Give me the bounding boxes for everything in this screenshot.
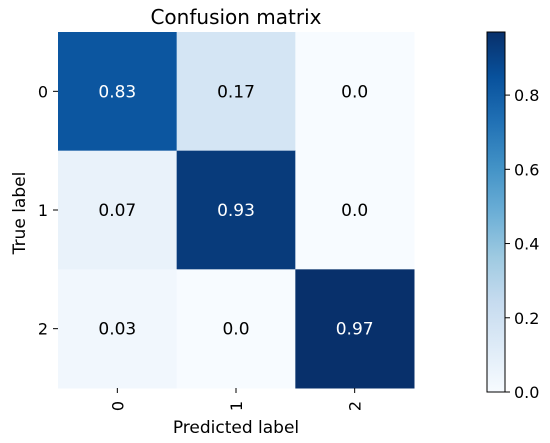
- colorbar-tick-label-4: 0.8: [514, 86, 539, 105]
- heatmap-cell-2-0: [58, 269, 178, 389]
- y-tick-label-1: 1: [38, 201, 48, 220]
- colorbar-tick-label-0: 0.0: [514, 383, 539, 402]
- colorbar-tick-label-1: 0.2: [514, 309, 539, 328]
- heatmap-cell-1-0: [58, 150, 178, 270]
- y-axis-label: True label: [10, 172, 30, 256]
- heatmap-cell-label-2-2: 0.97: [336, 320, 374, 340]
- chart-title: Confusion matrix: [150, 5, 321, 29]
- heatmap-cell-0-0: [58, 32, 178, 152]
- heatmap-cell-label-1-2: 0.0: [341, 201, 368, 221]
- heatmap-cell-0-2: [295, 32, 415, 152]
- colorbar-tick-label-3: 0.6: [514, 160, 539, 179]
- y-tick-label-0: 0: [38, 82, 48, 101]
- heatmap-cell-label-1-0: 0.07: [98, 201, 136, 221]
- colorbar-tick-label-2: 0.4: [514, 235, 539, 254]
- heatmap-cell-label-0-1: 0.17: [217, 82, 255, 102]
- heatmap-cell-2-1: [176, 269, 296, 389]
- colorbar: [486, 31, 506, 393]
- heatmap-cell-label-1-1: 0.93: [217, 201, 255, 221]
- heatmap-cell-labels: 0.83 0.17 0.0 0.07 0.93 0.0 0.03 0.0 0.97: [98, 82, 373, 339]
- x-tick-label-2: 2: [346, 401, 365, 411]
- heatmap-cells: [58, 32, 415, 389]
- heatmap-cell-0-1: [176, 32, 296, 152]
- x-tick-label-1: 1: [227, 401, 246, 411]
- heatmap-cell-1-1: [176, 150, 296, 270]
- x-tick-label-0: 0: [108, 401, 127, 411]
- y-axis-ticks: 0 1 2: [38, 82, 58, 339]
- heatmap-cell-label-0-0: 0.83: [98, 82, 136, 102]
- x-axis-label: Predicted label: [173, 418, 299, 438]
- y-tick-label-2: 2: [38, 320, 48, 339]
- heatmap-cell-1-2: [295, 150, 415, 270]
- heatmap-cell-label-2-1: 0.0: [222, 320, 249, 340]
- x-axis-ticks: 0 1 2: [108, 388, 365, 411]
- heatmap-cell-label-0-2: 0.0: [341, 82, 368, 102]
- heatmap-cell-label-2-0: 0.03: [98, 320, 136, 340]
- heatmap-cell-2-2: [295, 269, 415, 389]
- colorbar-ticks: 0.0 0.2 0.4 0.6 0.8: [505, 86, 539, 402]
